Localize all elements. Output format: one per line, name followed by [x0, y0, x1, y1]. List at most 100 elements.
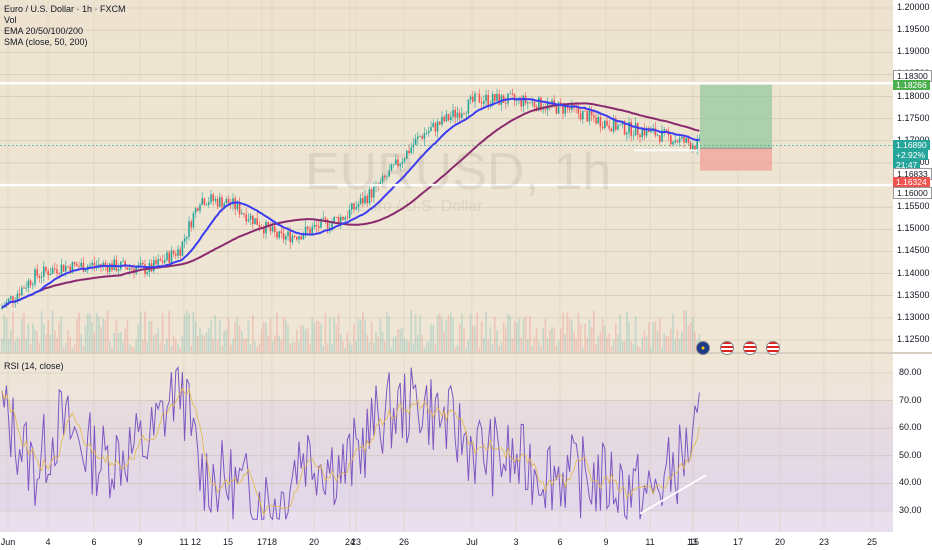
- symbol-legend[interactable]: Euro / U.S. Dollar · 1h · FXCM: [4, 4, 126, 14]
- candle-body: [408, 150, 410, 153]
- candle-body: [513, 94, 516, 101]
- volume-bar: [91, 322, 93, 352]
- candle-body: [234, 198, 236, 210]
- eu-flag-icon[interactable]: [696, 341, 710, 355]
- ema-legend[interactable]: EMA 20/50/100/200: [4, 26, 84, 36]
- volume-bar: [54, 330, 56, 352]
- volume-bar: [194, 321, 197, 352]
- candle-body: [421, 136, 423, 139]
- price-axis-label: 1.17500: [897, 112, 930, 123]
- volume-bar: [450, 312, 452, 352]
- candle-body: [687, 137, 690, 143]
- candle-body: [665, 129, 668, 131]
- candle-body: [461, 113, 463, 118]
- candle-body: [106, 265, 109, 272]
- candle-body: [254, 218, 256, 225]
- candle-body: [425, 133, 428, 134]
- date-axis-label: 11: [179, 537, 189, 547]
- candle-body: [366, 195, 368, 204]
- sma-legend[interactable]: SMA (close, 50, 200): [4, 37, 88, 47]
- candle-body: [302, 234, 305, 240]
- candle-body: [577, 107, 580, 114]
- date-axis-label: 26: [398, 537, 410, 547]
- candle-body: [443, 116, 445, 122]
- volume-bar: [109, 341, 111, 352]
- candle-body: [639, 134, 641, 138]
- volume-bar: [267, 335, 269, 352]
- candle-body: [683, 136, 685, 143]
- candle-body: [62, 264, 65, 272]
- volume-bar: [62, 347, 65, 352]
- price-axis-label: 1.12500: [897, 334, 930, 344]
- candle-body: [256, 218, 258, 225]
- volume-bar: [505, 326, 507, 352]
- candle-body: [205, 204, 208, 206]
- candle-body: [384, 175, 386, 178]
- candle-body: [362, 198, 364, 204]
- price-axis-label: 1.15000: [897, 223, 930, 234]
- candle-body: [670, 135, 672, 145]
- us-flag-icon[interactable]: [743, 341, 757, 355]
- candle-body: [388, 170, 390, 177]
- candle-body: [186, 236, 188, 239]
- volume-bar: [483, 338, 485, 352]
- volume-bar: [445, 319, 448, 352]
- candle-body: [538, 97, 540, 111]
- candle-body: [557, 102, 560, 114]
- volume-bar: [135, 339, 137, 352]
- volume-bar: [480, 321, 483, 352]
- volume-bar: [18, 339, 21, 352]
- volume-bar: [628, 321, 630, 352]
- volume-bar: [256, 347, 258, 352]
- candle-body: [289, 231, 291, 243]
- candle-body: [542, 109, 544, 111]
- us-flag-icon[interactable]: [766, 341, 780, 355]
- date-axis-label: Jun: [0, 537, 16, 547]
- volume-bar: [126, 319, 129, 352]
- volume-bar: [430, 324, 432, 352]
- volume-bar: [212, 338, 214, 352]
- candle-body: [474, 93, 476, 102]
- volume-bar: [21, 318, 23, 352]
- candle-body: [142, 262, 144, 265]
- volume-bar: [208, 328, 210, 352]
- volume-bar: [205, 332, 208, 352]
- candle-body: [465, 113, 467, 114]
- candle-body: [685, 137, 687, 143]
- rsi-axis-label: 80.00: [899, 367, 922, 377]
- candle-body: [586, 110, 588, 122]
- volume-bar: [546, 338, 549, 352]
- volume-bar: [654, 321, 657, 352]
- volume-bar: [230, 344, 232, 352]
- rsi-legend[interactable]: RSI (14, close): [4, 361, 64, 371]
- volume-bar: [243, 338, 245, 352]
- rsi-band: [0, 400, 893, 511]
- volume-legend[interactable]: Vol: [4, 15, 17, 25]
- candle-body: [342, 216, 344, 220]
- us-flag-icon[interactable]: [720, 341, 734, 355]
- candle-body: [672, 142, 674, 145]
- volume-bar: [463, 328, 465, 352]
- volume-bar: [241, 330, 243, 352]
- candle-body: [692, 145, 694, 150]
- candle-body: [115, 259, 118, 271]
- volume-bar: [139, 312, 142, 352]
- stop-zone: [700, 148, 772, 171]
- candle-body: [84, 269, 87, 272]
- volume-bar: [38, 342, 41, 352]
- candle-body: [232, 198, 234, 205]
- volume-bar: [562, 312, 564, 352]
- candle-body: [60, 264, 63, 274]
- volume-bar: [313, 322, 316, 352]
- volume-bar: [214, 315, 217, 352]
- candle-body: [533, 101, 536, 107]
- candle-body: [628, 121, 630, 133]
- volume-bar: [115, 319, 118, 352]
- volume-bar: [500, 342, 503, 352]
- volume-bar: [71, 347, 74, 352]
- candle-body: [476, 93, 478, 95]
- date-axis-label: 6: [91, 537, 97, 547]
- volume-bar: [155, 333, 157, 352]
